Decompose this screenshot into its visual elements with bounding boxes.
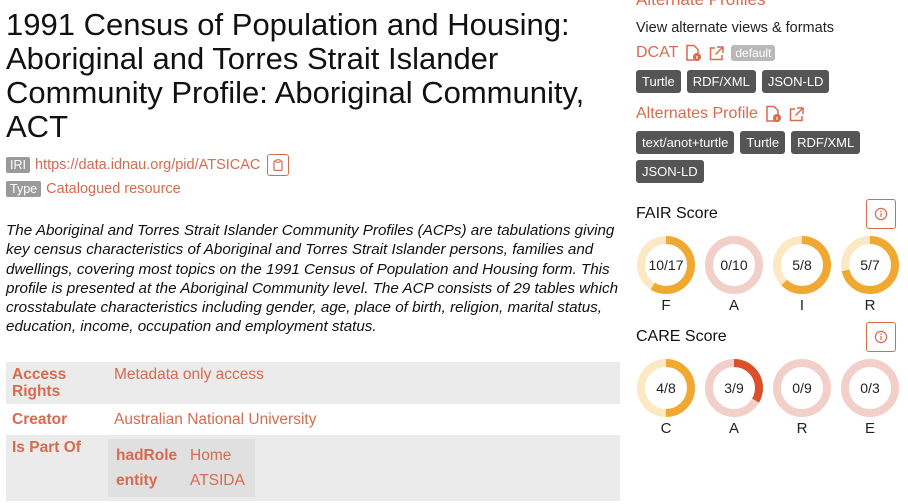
fair-score-r: 5/7 R (840, 235, 900, 314)
iri-row: IRI https://data.idnau.org/pid/ATSICAC (6, 154, 622, 176)
format-turtle-button[interactable]: Turtle (636, 70, 681, 93)
iri-badge: IRI (6, 157, 30, 173)
donut-letter: E (864, 420, 875, 437)
alternates-formats: text/anot+turtle Turtle RDF/XML JSON-LD (636, 131, 876, 183)
donut-arc (841, 236, 899, 294)
care-score-c: 4/8 C (636, 358, 696, 437)
table-row: Access Rights Metadata only access (6, 361, 620, 404)
format-jsonld-button[interactable]: JSON-LD (761, 70, 830, 93)
default-badge: default (731, 45, 776, 61)
donut-value: 3/9 (724, 380, 744, 396)
type-row: Type Catalogued resource (6, 181, 622, 197)
creator-key[interactable]: Creator (12, 410, 68, 428)
donut-track (773, 359, 831, 417)
dcat-formats: Turtle RDF/XML JSON-LD (636, 70, 902, 93)
care-donuts: 4/8 C 3/9 A 0/9 R 0/3 E (636, 358, 902, 437)
donut-arc (705, 359, 763, 417)
table-row: Is Part Of hadRole Home entity ATSIDA (6, 434, 620, 501)
file-info-icon[interactable] (684, 44, 702, 62)
format-turtle-button[interactable]: Turtle (740, 131, 786, 154)
fair-score-header: FAIR Score (636, 199, 902, 229)
donut-value: 5/8 (792, 257, 812, 273)
care-score-header: CARE Score (636, 322, 902, 352)
format-rdfxml-button[interactable]: RDF/XML (686, 70, 756, 93)
fair-score-i: 5/8 I (772, 235, 832, 314)
info-circle-icon (874, 330, 888, 344)
donut-value: 0/3 (860, 380, 880, 396)
fair-info-button[interactable] (866, 199, 896, 229)
donut-value: 4/8 (656, 380, 676, 396)
nested-value-home[interactable]: Home (190, 446, 232, 464)
donut-letter: I (799, 297, 805, 314)
donut-track (841, 359, 899, 417)
care-info-button[interactable] (866, 322, 896, 352)
description: The Aboriginal and Torres Strait Islande… (6, 222, 619, 336)
nested-value-atsida[interactable]: ATSIDA (190, 471, 245, 489)
donut-letter: R (864, 297, 876, 314)
external-link-icon[interactable] (788, 106, 805, 123)
format-rdfxml-button[interactable]: RDF/XML (791, 131, 861, 154)
nested-key-entity[interactable]: entity (116, 471, 158, 489)
alternates-profile-header: Alternates Profile (636, 105, 902, 123)
main-content: 1991 Census of Population and Housing: A… (6, 0, 622, 504)
care-score-title: CARE Score (636, 328, 727, 345)
external-link-icon[interactable] (708, 45, 725, 62)
fair-score-title: FAIR Score (636, 205, 718, 222)
page-title: 1991 Census of Population and Housing: A… (6, 7, 585, 144)
clipboard-icon (273, 159, 284, 171)
donut-arc (637, 236, 695, 294)
donut-value: 0/10 (720, 257, 747, 273)
nested-key-hadrole[interactable]: hadRole (116, 446, 178, 464)
is-part-of-value: hadRole Home entity ATSIDA (108, 434, 620, 501)
donut-value: 5/7 (860, 257, 880, 273)
donut-value: 10/17 (648, 257, 683, 273)
info-circle-icon (874, 207, 888, 221)
alternates-profile-link[interactable]: Alternates Profile (636, 105, 758, 122)
care-score-e: 0/3 E (840, 358, 900, 437)
alternate-profiles-subtitle: View alternate views & formats (636, 20, 834, 36)
access-rights-value[interactable]: Metadata only access (108, 361, 620, 404)
nested-row: hadRole Home (116, 443, 245, 468)
donut-letter: A (728, 297, 739, 314)
format-jsonld-button[interactable]: JSON-LD (636, 160, 704, 183)
type-link[interactable]: Catalogued resource (46, 181, 181, 197)
iri-link[interactable]: https://data.idnau.org/pid/ATSICAC (34, 157, 261, 173)
nested-row: entity ATSIDA (116, 468, 245, 493)
fair-score-a: 0/10 A (704, 235, 764, 314)
access-rights-key[interactable]: Access Rights (6, 361, 108, 404)
dcat-header: DCAT default (636, 44, 902, 62)
is-part-of-key[interactable]: Is Part Of (6, 434, 108, 501)
fair-score-f: 10/17 F (636, 235, 696, 314)
donut-letter: R (796, 420, 808, 437)
table-row: Creator Australian National University (6, 407, 620, 432)
sidebar: Alternate Profiles View alternate views … (636, 0, 902, 437)
properties-table: Access Rights Metadata only access Creat… (6, 359, 620, 504)
donut-arc (637, 359, 695, 417)
type-badge: Type (6, 181, 42, 197)
care-score-a: 3/9 A (704, 358, 764, 437)
donut-letter: F (661, 297, 671, 314)
nested-properties: hadRole Home entity ATSIDA (108, 438, 255, 497)
dcat-link[interactable]: DCAT (636, 44, 679, 61)
donut-letter: A (728, 420, 739, 437)
file-info-icon[interactable] (764, 105, 782, 123)
format-anot-turtle-button[interactable]: text/anot+turtle (636, 131, 735, 154)
copy-iri-button[interactable] (267, 154, 290, 176)
care-score-r: 0/9 R (772, 358, 832, 437)
donut-value: 0/9 (792, 380, 812, 396)
alternate-profiles-title: Alternate Profiles (636, 0, 902, 10)
donut-letter: C (660, 420, 672, 437)
creator-value[interactable]: Australian National University (114, 410, 317, 428)
fair-donuts: 10/17 F 0/10 A 5/8 I 5/7 R (636, 235, 902, 314)
donut-track (705, 236, 763, 294)
donut-arc (773, 236, 831, 294)
